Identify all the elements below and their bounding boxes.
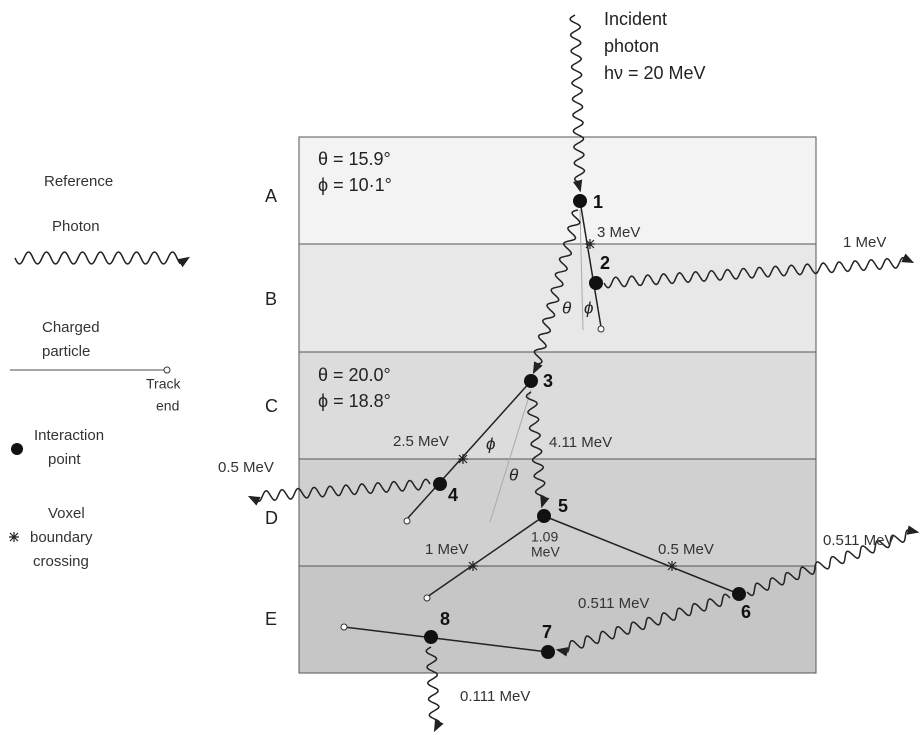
- energy-label: 0.5 MeV: [658, 541, 714, 558]
- angle-annotation: θ = 15.9°: [318, 149, 391, 169]
- voxel-crossing: [9, 532, 19, 542]
- point-label: 1: [593, 192, 603, 212]
- energy-label: MeV: [531, 544, 560, 560]
- voxel-crossing: [667, 561, 677, 571]
- legend-label: Photon: [52, 218, 100, 235]
- point-label: 7: [542, 622, 552, 642]
- legend-label: point: [48, 451, 81, 468]
- voxel-crossing: [468, 561, 478, 571]
- track-ends: [163, 325, 605, 631]
- interaction-point: [524, 374, 538, 388]
- photon-path: [603, 253, 915, 289]
- angle-mark: θ: [562, 298, 572, 317]
- angle-mark: ϕ: [486, 434, 495, 453]
- legend-label: particle: [42, 343, 90, 360]
- photon-path: [247, 478, 431, 506]
- layer-label: C: [265, 396, 278, 416]
- point-label: 5: [558, 496, 568, 516]
- point-label: 4: [448, 485, 458, 505]
- tracks: [10, 200, 740, 653]
- track-end: [163, 366, 171, 374]
- track-end: [423, 594, 431, 602]
- angle-annotation: θ = 20.0°: [318, 365, 391, 385]
- photon-paths: [14, 14, 920, 733]
- angle-annotation: ϕ = 18.8°: [318, 391, 391, 411]
- layer-a: [298, 136, 817, 245]
- layers: [298, 136, 817, 674]
- legend-label: Charged: [42, 319, 100, 336]
- point-label: 2: [600, 253, 610, 273]
- angle-annotation: ϕ = 10·1°: [318, 175, 392, 195]
- point-label: 8: [440, 609, 450, 629]
- interaction-point: [541, 645, 555, 659]
- layer-label: A: [265, 186, 277, 206]
- voxel-crossings: [9, 239, 677, 571]
- incident-label: hν = 20 MeV: [604, 63, 706, 83]
- legend-label: boundary: [30, 529, 93, 546]
- energy-label: 2.5 MeV: [393, 433, 449, 450]
- energy-label: 4.11 MeV: [549, 434, 612, 451]
- energy-label: 1 MeV: [425, 541, 468, 558]
- point-label: 6: [741, 602, 751, 622]
- energy-label: 0.111 MeV: [460, 688, 530, 705]
- interaction-point: [573, 194, 587, 208]
- track: [543, 515, 740, 595]
- reference-lines: [489, 209, 584, 523]
- legend-title: Reference: [44, 173, 113, 190]
- legend-point: [11, 443, 23, 455]
- point-label: 3: [543, 371, 553, 391]
- legend-label: end: [156, 398, 179, 414]
- angle-mark: ϕ: [584, 298, 593, 317]
- legend-label: crossing: [33, 553, 89, 570]
- interaction-point: [589, 276, 603, 290]
- legend-label: Track: [146, 376, 181, 392]
- energy-label: 0.5 MeV: [218, 459, 274, 476]
- photon-path: [14, 251, 191, 268]
- photon-path: [569, 14, 586, 193]
- energy-label: 3 MeV: [597, 224, 640, 241]
- interaction-points: [11, 194, 746, 659]
- legend-label: Voxel: [48, 505, 85, 522]
- energy-label: 0.511 MeV: [578, 595, 649, 612]
- interaction-point: [424, 630, 438, 644]
- voxel-crossing: [585, 239, 595, 249]
- layer-label: B: [265, 289, 277, 309]
- legend-label: Interaction: [34, 427, 104, 444]
- track: [343, 626, 549, 653]
- interaction-point: [537, 509, 551, 523]
- photon-path: [746, 525, 920, 597]
- reference-line: [579, 209, 584, 331]
- incident-label: Incident: [604, 9, 667, 29]
- photon-path: [425, 646, 444, 733]
- photon-path: [525, 391, 550, 509]
- track-end: [403, 517, 411, 525]
- track: [426, 515, 545, 598]
- track-end: [340, 623, 348, 631]
- photon-path: [555, 593, 731, 657]
- layer-d: [298, 458, 817, 567]
- energy-label: 1 MeV: [843, 234, 886, 251]
- layer-c: [298, 351, 817, 460]
- track-end: [597, 325, 605, 333]
- layer-label: D: [265, 508, 278, 528]
- track: [579, 200, 602, 328]
- energy-label: 0.511 MeV: [823, 532, 894, 549]
- layer-e: [298, 565, 817, 674]
- interaction-point: [732, 587, 746, 601]
- voxel-crossing: [458, 454, 468, 464]
- track: [406, 380, 532, 520]
- energy-label: 1.09: [531, 529, 558, 545]
- photon-path: [532, 209, 581, 375]
- angle-mark: θ: [509, 465, 519, 484]
- layer-label: E: [265, 609, 277, 629]
- incident-label: photon: [604, 36, 659, 56]
- reference-line: [489, 389, 532, 523]
- interaction-point: [433, 477, 447, 491]
